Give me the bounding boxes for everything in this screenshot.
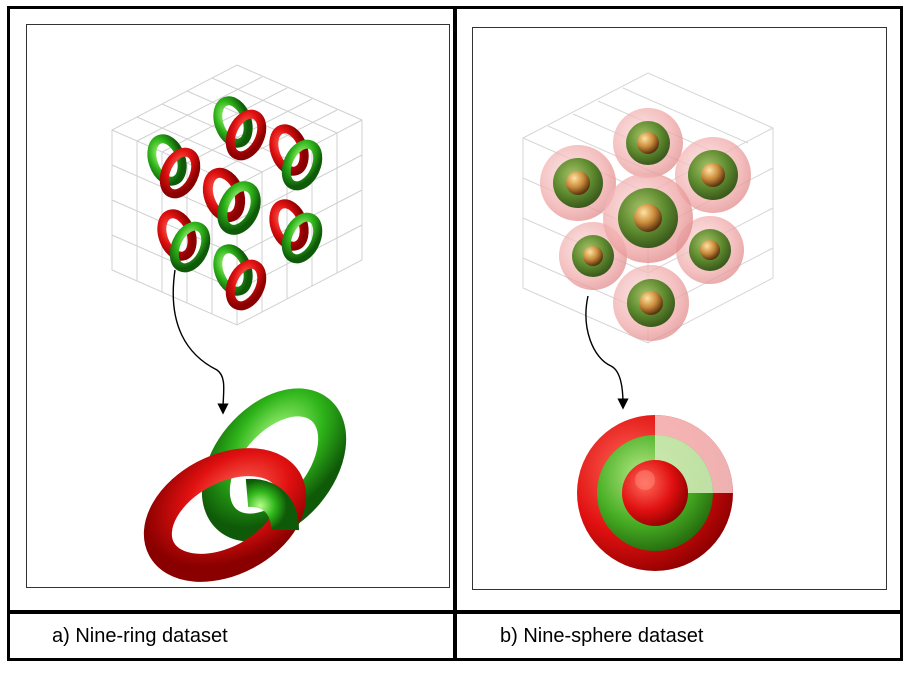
nine-sphere-illustration [522,72,774,571]
caption-row-divider [7,610,903,614]
nested-sphere-5 [676,216,744,284]
zoom-arrow [585,295,629,410]
zoom-arrow [172,269,229,415]
nine-sphere-panel [472,27,887,590]
column-divider [453,6,457,661]
sphere-set [540,108,751,341]
nested-sphere-2 [613,108,683,178]
ring-pair-small-2 [213,96,267,161]
ring-pair-small-6 [269,199,323,264]
ring-pair-small-3 [269,124,323,191]
nested-sphere-1 [540,145,616,221]
ring-pair-small-1 [147,134,201,199]
nested-sphere-7 [613,265,689,341]
caption-nine-sphere: b) Nine-sphere dataset [500,625,704,647]
ring-pair-large [143,388,347,582]
ring-pair-small-5 [157,209,211,273]
caption-nine-ring: a) Nine-ring dataset [52,625,228,647]
nine-ring-illustration [111,64,363,582]
nine-ring-panel [26,24,450,588]
cutaway-sphere [577,415,733,571]
nested-sphere-6 [603,173,693,263]
nested-sphere-3 [675,137,751,213]
ring-pair-small-7 [213,244,267,311]
ring-pair-small-4 [202,167,261,235]
